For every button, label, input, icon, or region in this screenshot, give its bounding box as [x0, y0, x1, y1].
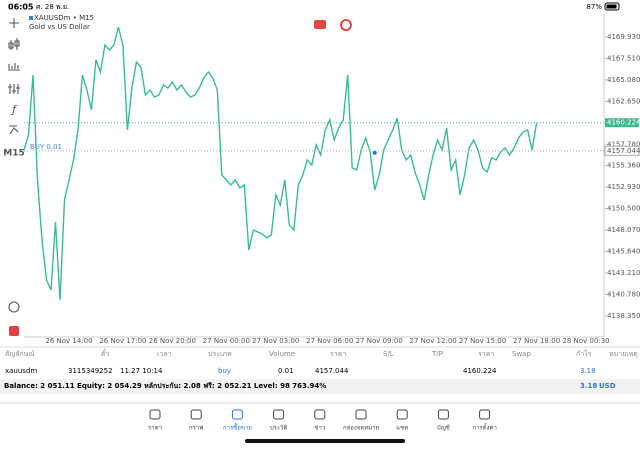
x-tick-label: 27 Nov 00:00: [203, 337, 250, 345]
nav-label[interactable]: กราฟ: [189, 425, 203, 432]
position-label-box: [604, 145, 640, 156]
nav-label[interactable]: ประวัติ: [270, 425, 288, 432]
x-tick-label: 26 Nov 17:00: [99, 337, 146, 345]
nav-label[interactable]: บัญชี: [437, 424, 450, 432]
nav-icon[interactable]: [231, 409, 243, 420]
nav-icon[interactable]: [479, 409, 491, 420]
y-tick-label: 4145.640: [607, 248, 640, 256]
chart-area: 4169.930 4167.510 4165.080 4162.650 4157.780…: [23, 26, 640, 345]
x-tick-label: 26 Nov 14:00: [45, 337, 92, 345]
cell-type: buy: [218, 367, 231, 375]
candles-icon[interactable]: [8, 38, 20, 50]
account-summary: Balance: 2 051.11 Equity: 2 054.29 หลักป…: [4, 382, 326, 390]
y-tick-label: 4167.510: [607, 54, 640, 62]
cell-profit: 3.18: [580, 367, 596, 375]
cell-volume: 0.01: [278, 367, 294, 375]
nav-icon[interactable]: [273, 409, 285, 420]
battery-level: [606, 4, 617, 9]
y-tick-label: 4148.070: [607, 226, 640, 234]
entry-marker: [372, 150, 377, 155]
table-header: สัญลักษณ์ ตั๋ว เวลา ประเภท Volume ราคา S/L T/P ร…: [5, 349, 638, 358]
battery-icon: [604, 2, 620, 11]
column-header: ราคา: [330, 350, 346, 358]
bottom-nav: ราคา กราฟ การซื้อขาย ประวัติ ข่าว กล่องจดหมาย…: [148, 409, 497, 432]
column-header: หมายเหตุ: [609, 350, 638, 358]
trade-icon[interactable]: [9, 326, 19, 336]
account-profit: 3.18: [580, 382, 597, 390]
column-header: ประเภท: [208, 350, 232, 358]
nav-label[interactable]: แชท: [396, 425, 408, 432]
nav-icon[interactable]: [314, 409, 326, 420]
status-time: 06:05: [8, 3, 34, 12]
nav-icon[interactable]: [149, 409, 161, 420]
y-tick-label: 4162.650: [607, 97, 640, 105]
x-tick-label: 27 Nov 15:00: [459, 337, 506, 345]
left-toolbar: ƒ M15: [3, 18, 25, 336]
column-header: Swap: [512, 350, 531, 358]
price-line: [23, 26, 538, 301]
crosshair-icon[interactable]: [9, 18, 19, 28]
gauge-icon[interactable]: [8, 301, 20, 313]
indicators-icon[interactable]: [8, 84, 20, 94]
nav-label[interactable]: การตั้งค่า: [472, 422, 496, 432]
account-currency: USD: [599, 382, 616, 390]
home-indicator: [245, 439, 405, 443]
nav-icon[interactable]: [396, 409, 408, 420]
function-icon[interactable]: ƒ: [10, 103, 18, 116]
nav-label[interactable]: กล่องจดหมาย: [343, 425, 379, 432]
x-tick-label: 26 Nov 20:00: [149, 337, 196, 345]
bid-label: 4160.224: [607, 119, 640, 127]
y-tick-label: 4155.360: [607, 162, 640, 170]
x-tick-label: 27 Nov 03:00: [252, 337, 299, 345]
status-battery: 87%: [586, 3, 602, 11]
cell-time: 11.27 10:14: [120, 367, 163, 375]
refresh-button[interactable]: [340, 19, 352, 31]
column-header: Volume: [269, 350, 295, 358]
cell-price: 4160.224: [463, 367, 497, 375]
y-tick-label: 4157.780: [607, 140, 640, 148]
x-tick-label: 28 Nov 00:30: [562, 337, 609, 345]
x-tick-label: 27 Nov 09:00: [356, 337, 403, 345]
column-header: กำไร: [576, 349, 592, 358]
y-tick-label: 4152.930: [607, 183, 640, 191]
timeframe-button[interactable]: M15: [3, 149, 24, 159]
status-date: ศ. 28 พ.ย.: [36, 3, 69, 11]
cell-symbol: xauusdm: [5, 367, 37, 375]
x-tick-label: 27 Nov 12:00: [410, 337, 457, 345]
x-tick-label: 27 Nov 18:00: [513, 337, 560, 345]
y-tick-label: 4165.080: [607, 76, 640, 84]
nav-icon[interactable]: [437, 409, 449, 420]
position-label: BUY 0.01: [30, 143, 62, 151]
y-tick-label: 4143.210: [607, 269, 640, 277]
y-tick-label: 4140.780: [607, 291, 640, 299]
bid-label-box: [605, 118, 639, 128]
chart-title: XAUUSDm • M15: [34, 14, 94, 22]
nav-label[interactable]: ราคา: [148, 425, 162, 432]
column-header: T/P: [431, 350, 443, 358]
y-tick-label: 4138.350: [607, 312, 640, 320]
symbol-marker: [29, 16, 33, 20]
nav-label[interactable]: ข่าว: [314, 425, 325, 432]
cell-open-price: 4157.044: [315, 367, 349, 375]
y-tick-label: 4150.500: [607, 205, 640, 213]
cell-ticket: 3115349252: [68, 367, 113, 375]
column-header: สัญลักษณ์: [5, 350, 35, 358]
column-header: เวลา: [157, 350, 172, 358]
objects-icon[interactable]: [9, 125, 19, 135]
chart-subtitle: Gold vs US Dollar: [29, 23, 90, 31]
nav-label[interactable]: การซื้อขาย: [223, 422, 252, 432]
column-header: S/L: [383, 350, 394, 358]
y-tick-label: 4169.930: [607, 33, 640, 41]
column-header: ตั๋ว: [101, 349, 110, 358]
trade-button[interactable]: [314, 20, 326, 29]
balance-bar: [0, 379, 640, 394]
bars-icon[interactable]: [8, 63, 20, 71]
position-price-label: 4157.044: [607, 147, 640, 155]
nav-icon[interactable]: [190, 409, 202, 420]
x-tick-label: 27 Nov 06:00: [306, 337, 353, 345]
column-header: ราคา: [478, 350, 494, 358]
nav-icon[interactable]: [355, 409, 367, 420]
